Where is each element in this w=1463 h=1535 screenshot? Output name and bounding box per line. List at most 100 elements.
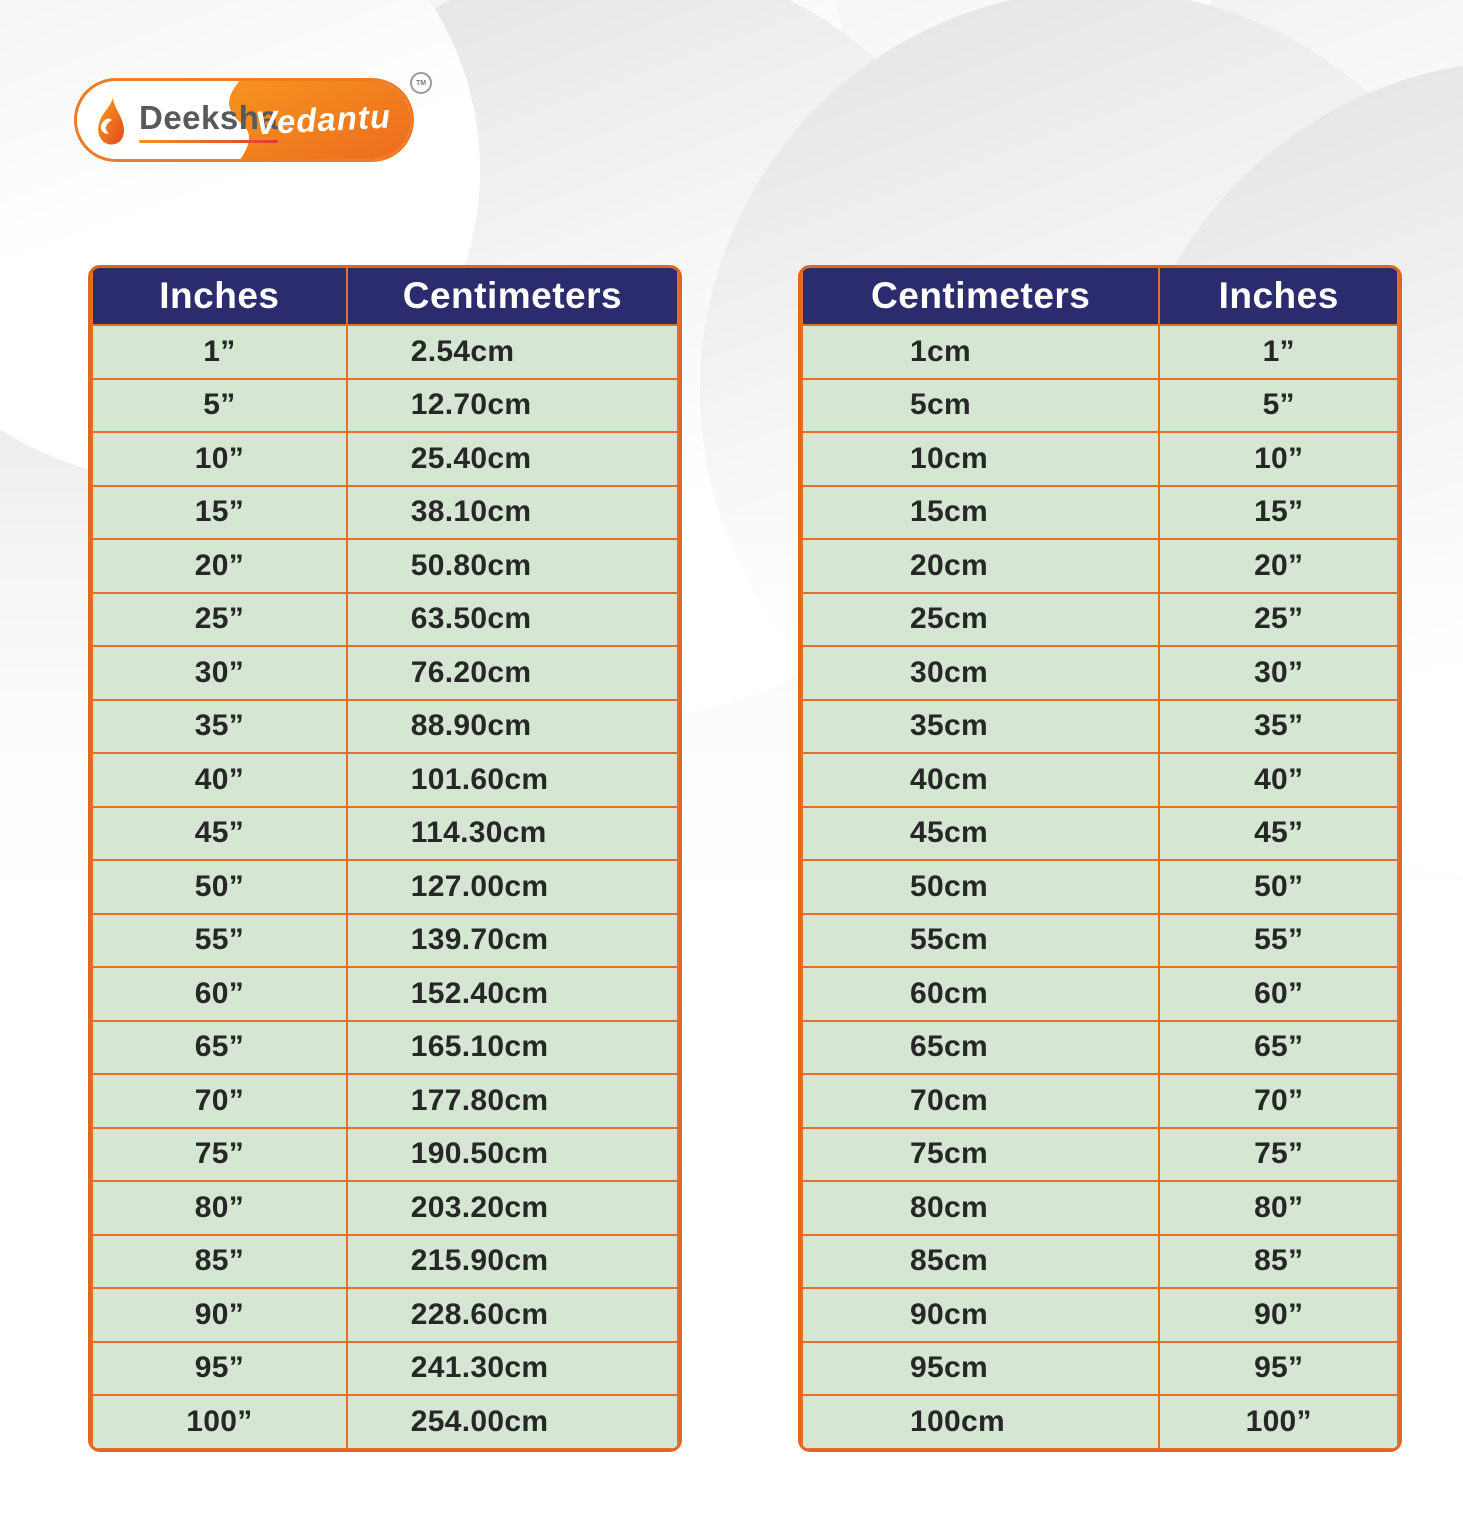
table-cell: 75” xyxy=(91,1126,348,1182)
table-cell: 215.90cm xyxy=(345,1233,679,1289)
table-header-row: Centimeters Inches xyxy=(801,268,1399,326)
table-row: 40” 101.60cm xyxy=(91,752,679,808)
table-cell: 45” xyxy=(1158,805,1399,861)
table-cell: 80” xyxy=(1158,1180,1399,1236)
table-cell: 50” xyxy=(91,859,348,915)
table-cell: 10” xyxy=(1158,431,1399,487)
table-cell: 95cm xyxy=(801,1340,1161,1396)
table-row: 35” 88.90cm xyxy=(91,698,679,754)
table-row: 95” 241.30cm xyxy=(91,1340,679,1396)
table-cell: 60” xyxy=(91,966,348,1022)
table-cell: 35” xyxy=(91,698,348,754)
table-row: 100cm 100” xyxy=(801,1394,1399,1449)
table-cell: 65” xyxy=(1158,1019,1399,1075)
table-cell: 10cm xyxy=(801,431,1161,487)
table-cell: 80” xyxy=(91,1180,348,1236)
table-row: 5cm 5” xyxy=(801,377,1399,433)
table-row: 50” 127.00cm xyxy=(91,859,679,915)
table-cell: 70” xyxy=(91,1073,348,1129)
table-cell: 5cm xyxy=(801,377,1161,433)
table-cell: 30cm xyxy=(801,645,1161,701)
table-cell: 100” xyxy=(1158,1394,1399,1449)
table-row: 55cm 55” xyxy=(801,912,1399,968)
table-cell: 114.30cm xyxy=(345,805,679,861)
table-cell: 60” xyxy=(1158,966,1399,1022)
table-cell: 70” xyxy=(1158,1073,1399,1129)
table-row: 1” 2.54cm xyxy=(91,324,679,380)
table-cell: 228.60cm xyxy=(345,1287,679,1343)
table-cell: 100” xyxy=(91,1394,348,1449)
table-cell: 25.40cm xyxy=(345,431,679,487)
table-cell: 203.20cm xyxy=(345,1180,679,1236)
table-cell: 127.00cm xyxy=(345,859,679,915)
table-cell: 50cm xyxy=(801,859,1161,915)
table-cell: 88.90cm xyxy=(345,698,679,754)
table-row: 5” 12.70cm xyxy=(91,377,679,433)
column-header-inches: Inches xyxy=(91,268,348,326)
table-cell: 2.54cm xyxy=(345,324,679,380)
table-cell: 139.70cm xyxy=(345,912,679,968)
column-header-centimeters: Centimeters xyxy=(345,268,679,326)
table-cell: 241.30cm xyxy=(345,1340,679,1396)
table-row: 75cm 75” xyxy=(801,1126,1399,1182)
table-row: 70cm 70” xyxy=(801,1073,1399,1129)
table-cell: 85” xyxy=(1158,1233,1399,1289)
table-cell: 190.50cm xyxy=(345,1126,679,1182)
table-cell: 165.10cm xyxy=(345,1019,679,1075)
table-cell: 90” xyxy=(91,1287,348,1343)
table-row: 40cm 40” xyxy=(801,752,1399,808)
table-cell: 95” xyxy=(91,1340,348,1396)
table-row: 55” 139.70cm xyxy=(91,912,679,968)
table-cell: 90cm xyxy=(801,1287,1161,1343)
table-row: 30cm 30” xyxy=(801,645,1399,701)
table-header-row: Inches Centimeters xyxy=(91,268,679,326)
table-row: 90” 228.60cm xyxy=(91,1287,679,1343)
table-cell: 75cm xyxy=(801,1126,1161,1182)
table-cell: 30” xyxy=(1158,645,1399,701)
table-cell: 50.80cm xyxy=(345,538,679,594)
table-cell: 25” xyxy=(91,591,348,647)
centimeters-to-inches-table: Centimeters Inches 1cm 1” 5cm 5” 10cm 10” 15cm… xyxy=(798,265,1402,1452)
table-row: 1cm 1” xyxy=(801,324,1399,380)
flame-icon xyxy=(98,97,124,145)
table-cell: 70cm xyxy=(801,1073,1161,1129)
table-row: 45” 114.30cm xyxy=(91,805,679,861)
table-cell: 101.60cm xyxy=(345,752,679,808)
vedantu-label: Vedantu xyxy=(254,97,392,142)
table-cell: 55” xyxy=(1158,912,1399,968)
table-cell: 1” xyxy=(1158,324,1399,380)
trademark-badge: TM xyxy=(410,72,432,94)
table-cell: 95” xyxy=(1158,1340,1399,1396)
table-cell: 20cm xyxy=(801,538,1161,594)
table-row: 10cm 10” xyxy=(801,431,1399,487)
table-cell: 25” xyxy=(1158,591,1399,647)
table-row: 60cm 60” xyxy=(801,966,1399,1022)
column-header-inches: Inches xyxy=(1158,268,1399,326)
table-cell: 85cm xyxy=(801,1233,1161,1289)
table-cell: 12.70cm xyxy=(345,377,679,433)
table-row: 60” 152.40cm xyxy=(91,966,679,1022)
table-row: 85cm 85” xyxy=(801,1233,1399,1289)
table-cell: 1cm xyxy=(801,324,1161,380)
table-cell: 152.40cm xyxy=(345,966,679,1022)
table-cell: 15cm xyxy=(801,484,1161,540)
table-cell: 15” xyxy=(1158,484,1399,540)
table-row: 80cm 80” xyxy=(801,1180,1399,1236)
table-cell: 30” xyxy=(91,645,348,701)
logo-orange-wave xyxy=(229,81,411,159)
table-cell: 80cm xyxy=(801,1180,1161,1236)
table-row: 70” 177.80cm xyxy=(91,1073,679,1129)
table-cell: 254.00cm xyxy=(345,1394,679,1449)
table-row: 25cm 25” xyxy=(801,591,1399,647)
table-row: 25” 63.50cm xyxy=(91,591,679,647)
table-cell: 177.80cm xyxy=(345,1073,679,1129)
table-row: 10” 25.40cm xyxy=(91,431,679,487)
table-cell: 45” xyxy=(91,805,348,861)
table-cell: 1” xyxy=(91,324,348,380)
table-cell: 50” xyxy=(1158,859,1399,915)
table-cell: 40” xyxy=(91,752,348,808)
table-cell: 45cm xyxy=(801,805,1161,861)
table-row: 65cm 65” xyxy=(801,1019,1399,1075)
table-cell: 20” xyxy=(91,538,348,594)
